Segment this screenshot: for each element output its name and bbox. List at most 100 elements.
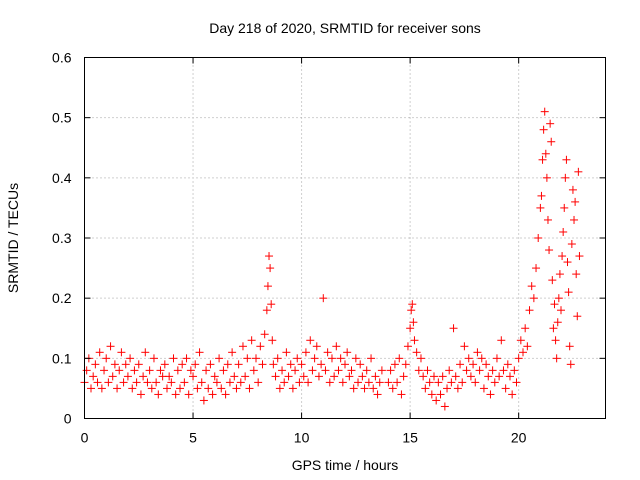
data-point bbox=[521, 324, 530, 333]
data-point bbox=[349, 384, 358, 393]
data-point bbox=[310, 354, 319, 363]
data-point bbox=[236, 378, 245, 387]
data-point bbox=[447, 378, 456, 387]
data-point bbox=[529, 294, 538, 303]
y-tick-label: 0.4 bbox=[52, 170, 72, 186]
chart-title: Day 218 of 2020, SRMTID for receiver son… bbox=[209, 20, 481, 36]
data-point bbox=[551, 336, 560, 345]
data-point bbox=[104, 378, 113, 387]
data-point bbox=[204, 384, 213, 393]
data-point bbox=[536, 203, 545, 212]
data-point bbox=[212, 378, 221, 387]
data-point bbox=[169, 354, 178, 363]
data-point bbox=[219, 366, 228, 375]
data-point bbox=[113, 384, 122, 393]
data-point bbox=[221, 390, 230, 399]
data-point bbox=[412, 348, 421, 357]
data-point bbox=[430, 372, 439, 381]
data-point bbox=[180, 378, 189, 387]
data-point bbox=[136, 390, 145, 399]
data-point bbox=[354, 378, 363, 387]
data-point bbox=[266, 264, 275, 273]
y-tick-label: 0.1 bbox=[52, 350, 72, 366]
axis-ticks: 0 0.1 0.2 0.3 0.4 0.5 0.6 0 5 10 15 20 bbox=[52, 50, 606, 446]
data-points bbox=[80, 107, 584, 411]
data-point bbox=[121, 360, 130, 369]
data-point bbox=[395, 354, 404, 363]
data-point bbox=[475, 366, 484, 375]
data-point bbox=[362, 366, 371, 375]
data-point bbox=[375, 378, 384, 387]
y-tick-label: 0.2 bbox=[52, 290, 72, 306]
data-point bbox=[445, 366, 454, 375]
data-point bbox=[449, 324, 458, 333]
data-point bbox=[199, 396, 208, 405]
data-point bbox=[228, 348, 237, 357]
data-point bbox=[202, 366, 211, 375]
data-point bbox=[106, 342, 115, 351]
data-point bbox=[373, 390, 382, 399]
data-point bbox=[432, 396, 441, 405]
data-point bbox=[97, 384, 106, 393]
data-point bbox=[297, 360, 306, 369]
data-point bbox=[306, 336, 315, 345]
data-point bbox=[360, 384, 369, 393]
data-point bbox=[477, 354, 486, 363]
data-point bbox=[128, 384, 137, 393]
data-point bbox=[443, 384, 452, 393]
data-point bbox=[327, 354, 336, 363]
data-point bbox=[263, 282, 272, 291]
data-point bbox=[110, 360, 119, 369]
data-point bbox=[425, 378, 434, 387]
data-point bbox=[271, 372, 280, 381]
data-point bbox=[119, 378, 128, 387]
data-point bbox=[539, 125, 548, 134]
data-point bbox=[267, 300, 276, 309]
data-point bbox=[256, 342, 265, 351]
data-point bbox=[173, 366, 182, 375]
data-point bbox=[273, 354, 282, 363]
data-point bbox=[408, 300, 417, 309]
data-point bbox=[553, 318, 562, 327]
data-point bbox=[501, 384, 510, 393]
data-point bbox=[473, 348, 482, 357]
x-axis-label: GPS time / hours bbox=[292, 457, 399, 473]
data-point bbox=[499, 366, 508, 375]
data-point bbox=[195, 348, 204, 357]
data-point bbox=[265, 252, 274, 261]
data-point bbox=[367, 354, 376, 363]
data-point bbox=[247, 336, 256, 345]
data-point bbox=[249, 366, 258, 375]
data-point bbox=[123, 372, 132, 381]
data-point bbox=[130, 366, 139, 375]
data-point bbox=[178, 360, 187, 369]
data-point bbox=[397, 390, 406, 399]
data-point bbox=[486, 390, 495, 399]
data-point bbox=[141, 348, 150, 357]
data-point bbox=[503, 360, 512, 369]
data-point bbox=[268, 336, 277, 345]
data-point bbox=[409, 318, 418, 327]
data-point bbox=[377, 366, 386, 375]
data-point bbox=[403, 342, 412, 351]
data-point bbox=[186, 366, 195, 375]
data-point bbox=[427, 390, 436, 399]
data-point bbox=[260, 330, 269, 339]
data-point bbox=[410, 336, 419, 345]
y-tick-label: 0.5 bbox=[52, 110, 72, 126]
data-point bbox=[243, 354, 252, 363]
data-point bbox=[251, 354, 260, 363]
data-point bbox=[139, 372, 148, 381]
data-point bbox=[484, 372, 493, 381]
data-point bbox=[560, 203, 569, 212]
data-point bbox=[563, 258, 572, 267]
data-point bbox=[538, 155, 547, 164]
data-point bbox=[87, 384, 96, 393]
data-point bbox=[451, 372, 460, 381]
data-point bbox=[91, 360, 100, 369]
data-point bbox=[145, 366, 154, 375]
data-point bbox=[156, 366, 165, 375]
data-point bbox=[512, 378, 521, 387]
data-point bbox=[134, 360, 143, 369]
data-point bbox=[126, 354, 135, 363]
